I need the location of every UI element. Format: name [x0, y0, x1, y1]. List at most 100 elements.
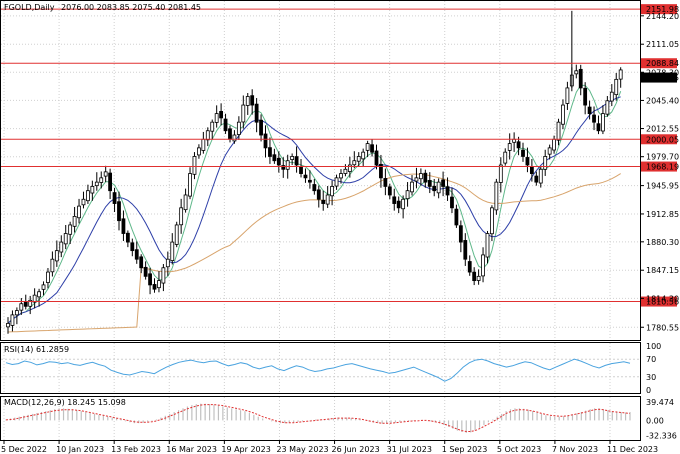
last-price-tag-bg	[641, 72, 677, 83]
candle-body	[50, 258, 55, 273]
candle-body	[525, 157, 530, 166]
candle-body	[445, 186, 450, 196]
candle-body	[387, 186, 392, 196]
candle-body	[210, 121, 215, 132]
candle-body	[405, 190, 410, 200]
price-tick-label: 1912.85	[646, 210, 679, 219]
candle-body	[347, 164, 352, 172]
level-label-bg	[641, 134, 677, 145]
candle-body	[285, 160, 290, 170]
candle-body	[516, 141, 521, 149]
price-tick-label: 1979.70	[646, 153, 679, 162]
rsi-tick-label: 30	[646, 373, 656, 382]
candle-body	[401, 198, 406, 210]
candle-body	[81, 198, 86, 206]
candle-body	[103, 171, 108, 177]
time-tick-label: 19 Apr 2023	[221, 445, 270, 454]
price-candles	[6, 10, 623, 334]
candle-body	[112, 192, 117, 204]
candle-body	[356, 156, 361, 162]
rsi-tick-label: 100	[646, 342, 661, 351]
candle-body	[454, 208, 459, 226]
candle-body	[63, 233, 68, 245]
candle-body	[441, 179, 445, 187]
candle-body	[543, 156, 548, 170]
level-label-bg	[641, 4, 677, 15]
macd-tick-label: 39.474	[646, 398, 674, 407]
candle-body	[303, 174, 308, 179]
candle-body	[152, 284, 157, 290]
candle-body	[14, 310, 19, 316]
candle-body	[592, 114, 596, 123]
candle-body	[250, 95, 255, 106]
candle-body	[601, 113, 605, 132]
time-tick-label: 26 Jun 2023	[332, 445, 380, 454]
candle-body	[268, 147, 272, 157]
time-tick-label: 23 May 2023	[276, 445, 328, 454]
candle-body	[463, 240, 468, 260]
price-tick-label: 2045.40	[646, 96, 679, 105]
candle-body	[507, 143, 512, 151]
time-tick-label: 5 Oct 2023	[497, 445, 541, 454]
macd-signal-line	[5, 404, 631, 432]
candle-body	[321, 199, 326, 204]
candle-body	[139, 256, 144, 269]
candle-body	[232, 134, 237, 142]
candle-body	[503, 151, 508, 164]
last-price-tag-label: 2081.45	[646, 74, 679, 83]
time-tick-label: 13 Feb 2023	[111, 445, 161, 454]
candle-body	[467, 261, 472, 273]
candle-body	[19, 303, 24, 311]
time-tick-label: 10 Jan 2023	[56, 445, 104, 454]
candle-body	[6, 323, 10, 328]
price-tick-label: 2012.55	[646, 125, 679, 134]
candle-body	[330, 186, 334, 197]
candle-body	[361, 151, 366, 160]
candle-body	[170, 241, 175, 261]
horizontal-level-lines[interactable]: 2151.98 2088.84 2000.05 1968.19 1810.56 2081.…	[1, 4, 679, 307]
candle-body	[414, 177, 419, 182]
level-label: 1968.19	[646, 163, 679, 172]
candle-body	[334, 177, 339, 187]
candle-body	[609, 91, 614, 102]
candle-body	[574, 70, 579, 75]
price-tick-label: 1780.55	[646, 323, 679, 332]
candle-body	[410, 181, 414, 193]
candle-body	[458, 225, 463, 243]
candle-body	[223, 118, 228, 132]
candle-body	[436, 181, 441, 194]
candle-body	[561, 104, 565, 125]
candle-body	[23, 301, 28, 307]
candle-body	[294, 156, 299, 166]
candle-body	[325, 194, 330, 205]
candle-body	[299, 166, 303, 174]
macd-tick-label: -32.336	[646, 431, 677, 440]
level-label-bg	[641, 296, 677, 307]
candle-body	[236, 121, 241, 135]
rsi-tick-label: 70	[646, 355, 656, 364]
candle-body	[281, 165, 286, 170]
candle-body	[481, 254, 485, 277]
candle-body	[241, 104, 246, 123]
candle-body	[418, 173, 423, 180]
price-tick-label: 1814.30	[646, 294, 679, 303]
candle-body	[432, 185, 437, 192]
candle-body	[254, 103, 259, 123]
level-label-bg	[641, 58, 677, 69]
candle-body	[450, 196, 454, 209]
candle-body	[245, 96, 250, 106]
candle-body	[272, 154, 277, 162]
candle-body	[379, 163, 383, 179]
candle-body	[529, 166, 534, 174]
time-tick-label: 16 Mar 2023	[166, 445, 217, 454]
candle-body	[174, 224, 179, 245]
symbol-header: FGOLD,Daily 2076.00 2083.85 2075.40 2081…	[4, 3, 201, 12]
candle-body	[259, 119, 263, 136]
candle-body	[68, 224, 73, 235]
candle-body	[290, 156, 295, 160]
candle-body	[396, 200, 401, 209]
candle-body	[197, 147, 201, 156]
price-tick-label: 1847.15	[646, 266, 679, 275]
